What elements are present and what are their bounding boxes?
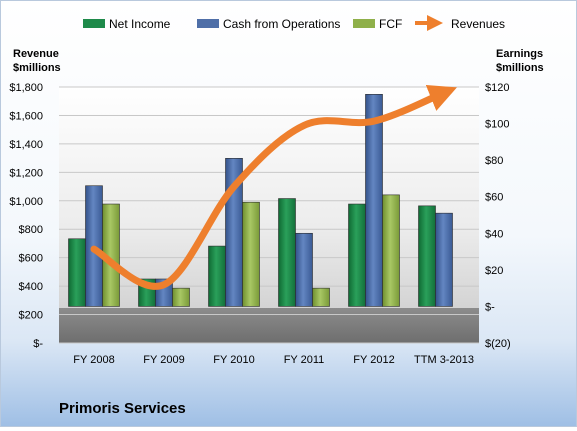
bar-fcf: [382, 194, 400, 307]
plot-wall: [59, 87, 479, 343]
right-tick-label: $40: [485, 228, 503, 240]
category-labels: FY 2008 FY 2009 FY 2010 FY 2011 FY 2012 TTM 3…: [73, 354, 474, 366]
left-tick-label: $1,200: [9, 167, 43, 179]
right-axis-title: Earnings: [496, 48, 543, 60]
left-tick-label: $400: [19, 281, 43, 293]
bar-net-income: [418, 205, 436, 307]
bar-net-income: [278, 198, 296, 307]
legend-label-cash-from-operations: Cash from Operations: [223, 17, 340, 31]
right-axis-subtitle: $millions: [496, 62, 544, 74]
right-tick-label: $100: [485, 119, 509, 131]
right-tick-label: $-: [485, 301, 495, 313]
right-tick-label: $60: [485, 192, 503, 204]
right-tick-label: $(20): [485, 338, 511, 350]
bar-net-income: [208, 245, 226, 307]
right-tick-label: $20: [485, 265, 503, 277]
left-axis-ticks: $- $200 $400 $600 $800 $1,000 $1,200 $1,400 $1,6…: [9, 82, 43, 350]
right-axis-ticks: $(20) $- $20 $40 $60 $80 $100 $120: [485, 82, 511, 350]
legend-label-revenues: Revenues: [451, 17, 505, 31]
bar-cash-from-operations: [435, 212, 453, 307]
legend-label-net-income: Net Income: [109, 17, 171, 31]
bar-fcf: [312, 287, 330, 307]
legend-label-fcf: FCF: [379, 17, 402, 31]
left-tick-label: $600: [19, 253, 43, 265]
legend-swatch-fcf: [353, 19, 375, 28]
category-label: FY 2011: [284, 354, 325, 366]
category-label: TTM 3-2013: [414, 354, 474, 366]
bar-cash-from-operations: [365, 94, 383, 307]
plot-floor: [59, 308, 479, 343]
bar-net-income: [348, 203, 366, 307]
legend: Net Income Cash from Operations FCF Reve…: [83, 15, 505, 31]
left-tick-label: $800: [19, 224, 43, 236]
category-label: FY 2008: [73, 354, 114, 366]
left-axis-subtitle: $millions: [13, 62, 61, 74]
legend-swatch-net-income: [83, 19, 105, 28]
bar-fcf: [172, 287, 190, 307]
left-tick-label: $1,400: [9, 139, 43, 151]
left-tick-label: $1,800: [9, 82, 43, 94]
revenues-line: [90, 84, 457, 290]
bar-net-income: [68, 238, 86, 307]
bar-fcf: [242, 201, 260, 307]
right-tick-label: $120: [485, 82, 509, 94]
left-tick-label: $200: [19, 310, 43, 322]
category-label: FY 2009: [143, 354, 184, 366]
left-axis-title: Revenue: [13, 48, 59, 60]
right-tick-label: $80: [485, 155, 503, 167]
legend-swatch-cash-from-operations: [197, 19, 219, 28]
bar-cash-from-operations: [295, 232, 313, 307]
left-tick-label: $-: [33, 338, 43, 350]
left-tick-label: $1,000: [9, 196, 43, 208]
category-label: FY 2012: [353, 354, 394, 366]
left-tick-label: $1,600: [9, 110, 43, 122]
category-label: FY 2010: [213, 354, 254, 366]
company-name: Primoris Services: [59, 400, 186, 417]
bar-series: [68, 94, 453, 307]
grid-lines: [59, 86, 479, 344]
